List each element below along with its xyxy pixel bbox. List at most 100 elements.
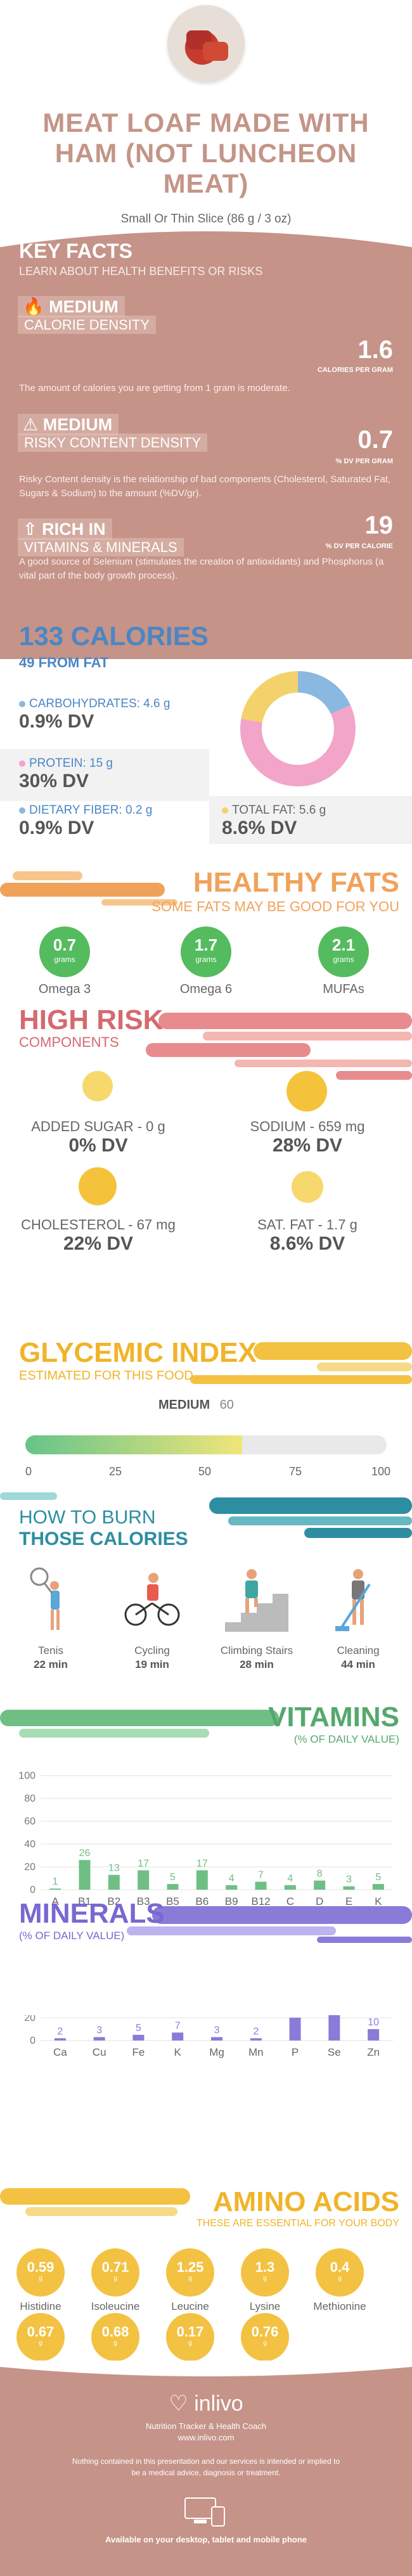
happy-face-icon [82, 1071, 113, 1101]
glycemic-bar [25, 1435, 387, 1454]
mufa-label: MUFAs [323, 982, 364, 996]
amino-name: Methionine [313, 2300, 366, 2312]
key-facts-background [0, 231, 412, 659]
glycemic-fill [25, 1435, 242, 1454]
x-tick-label: B5 [166, 1895, 179, 1907]
fact-description: A good source of Selenium (stimulates th… [19, 556, 384, 581]
amino-value: 0.4 [330, 2259, 350, 2275]
meatloaf-slice-shape [203, 42, 228, 61]
x-tick-label: E [345, 1895, 352, 1907]
nutrient-fiber: DIETARY FIBER: 0.2 g 0.9% DV [19, 804, 153, 838]
bar [79, 1860, 91, 1890]
amino-value: 1.3 [255, 2259, 275, 2275]
x-tick-label: Ca [53, 2046, 67, 2058]
amino-value: 0.67 [27, 2324, 55, 2340]
gi-tick: 100 [371, 1465, 391, 1478]
bar-value-label: 4 [287, 1873, 293, 1884]
calories-title: 133 CALORIES [19, 621, 209, 651]
glycemic-value: 60 [219, 1398, 234, 1412]
bar-value-label: 17 [138, 1858, 149, 1869]
happy-face-icon [292, 1171, 323, 1203]
x-tick-label: B6 [195, 1895, 209, 1907]
x-tick-label: B2 [107, 1895, 120, 1907]
fact-level-badge: 🔥 MEDIUM [18, 296, 125, 317]
x-tick-label: A [51, 1895, 59, 1907]
bar [108, 1874, 120, 1890]
bar-value-label: 7 [258, 1869, 264, 1880]
vitamins-title: VITAMINS [268, 1701, 399, 1733]
vitamins-stripes [0, 1710, 279, 1738]
bar-value-label: 8 [317, 1869, 323, 1880]
amino-title: AMINO ACIDS [212, 2186, 399, 2217]
warning-icon: ⚠ [23, 415, 39, 434]
fact-unit: % DV PER CALORIE [325, 542, 393, 550]
amino-unit: g [263, 2340, 267, 2347]
glycemic-reading: MEDIUM 60 [158, 1398, 234, 1413]
fact-level-badge: ⇧ RICH IN [18, 518, 112, 540]
bar [255, 1881, 267, 1890]
amino-unit: g [188, 2275, 192, 2282]
bar [54, 2038, 66, 2041]
amino-unit: g [113, 2275, 117, 2282]
amino-circle: 0.59 g [16, 2248, 65, 2297]
minerals-title: MINERALS [19, 1898, 165, 1929]
nutrient-protein: PROTEIN: 15 g 30% DV [0, 749, 209, 801]
amino-value: 0.17 [176, 2324, 204, 2340]
bar-value-label: 3 [96, 2025, 102, 2036]
bar-value-label: 2 [57, 2026, 63, 2037]
x-tick-label: P [292, 2046, 299, 2058]
footer: ♡ inlivo Nutrition Tracker & Health Coac… [0, 2361, 412, 2576]
amino-unit: g [188, 2340, 192, 2347]
activity-name: Cleaning [337, 1644, 380, 1656]
risk-sat-fat: SAT. FAT - 1.7 g 8.6% DV [257, 1217, 357, 1254]
amino-value: 0.71 [101, 2259, 129, 2275]
key-facts-subtitle: LEARN ABOUT HEALTH BENEFITS OR RISKS [19, 265, 263, 278]
heart-icon: ♡ [169, 2392, 188, 2416]
fact-name: VITAMINS & MINERALS [18, 538, 184, 556]
page-title: MEAT LOAF MADE WITH HAM (NOT LUNCHEON ME… [42, 108, 370, 198]
bar-value-label: 26 [79, 1848, 91, 1859]
bar [368, 2029, 380, 2041]
gi-tick: 75 [289, 1465, 302, 1478]
fact-name: RISKY CONTENT DENSITY [18, 433, 208, 452]
neutral-face-icon [79, 1167, 117, 1205]
gi-tick: 0 [25, 1465, 32, 1478]
bar [93, 2037, 105, 2041]
x-tick-label: B1 [78, 1895, 91, 1907]
bar-value-label: 5 [375, 1872, 381, 1883]
amino-value: 0.76 [251, 2324, 279, 2340]
fire-icon: 🔥 [23, 297, 44, 316]
glycemic-level: MEDIUM [158, 1398, 210, 1412]
y-tick-label: 40 [24, 1839, 35, 1850]
bar [284, 1885, 296, 1890]
bar [314, 1880, 326, 1890]
minerals-bar-chart: 0204060801002Ca3Cu5Fe7K3Mg2Mn20P32Se10Zn [24, 2015, 393, 2058]
amino-subtitle: THESE ARE ESSENTIAL FOR YOUR BODY [196, 2218, 399, 2229]
bar-value-label: 5 [136, 2023, 141, 2034]
burn-title: HOW TO BURN [19, 1507, 156, 1528]
x-tick-label: Mg [209, 2046, 224, 2058]
activity-time: 28 min [240, 1658, 274, 1670]
activity-name: Tenis [38, 1644, 63, 1656]
amino-circle: 0.17 g [166, 2313, 214, 2361]
bar [250, 2038, 262, 2041]
omega6-circle: 1.7 grams [181, 926, 231, 977]
bar [167, 1884, 179, 1890]
nutrient-carbohydrates: CARBOHYDRATES: 4.6 g 0.9% DV [19, 697, 171, 732]
amino-name: Lysine [249, 2300, 281, 2312]
amino-unit: g [263, 2275, 267, 2282]
y-tick-label: 0 [30, 2035, 35, 2046]
bar [132, 2035, 145, 2041]
fact-name: CALORIE DENSITY [18, 316, 157, 334]
footer-url[interactable]: www.inlivo.com [177, 2433, 235, 2442]
footer-disclaimer: Nothing contained in this presentation a… [72, 2457, 340, 2477]
bar [138, 1870, 150, 1890]
bar-value-label: 7 [175, 2020, 181, 2031]
fact-level-badge: ⚠ MEDIUM [18, 414, 119, 435]
omega3-label: Omega 3 [38, 982, 91, 996]
activity-name: Climbing Stairs [220, 1644, 293, 1656]
neutral-face-icon [286, 1071, 327, 1112]
bar-value-label: 10 [368, 2017, 379, 2028]
amino-circle: 0.4 g [316, 2248, 364, 2297]
amino-circle: 0.71 g [91, 2248, 139, 2297]
